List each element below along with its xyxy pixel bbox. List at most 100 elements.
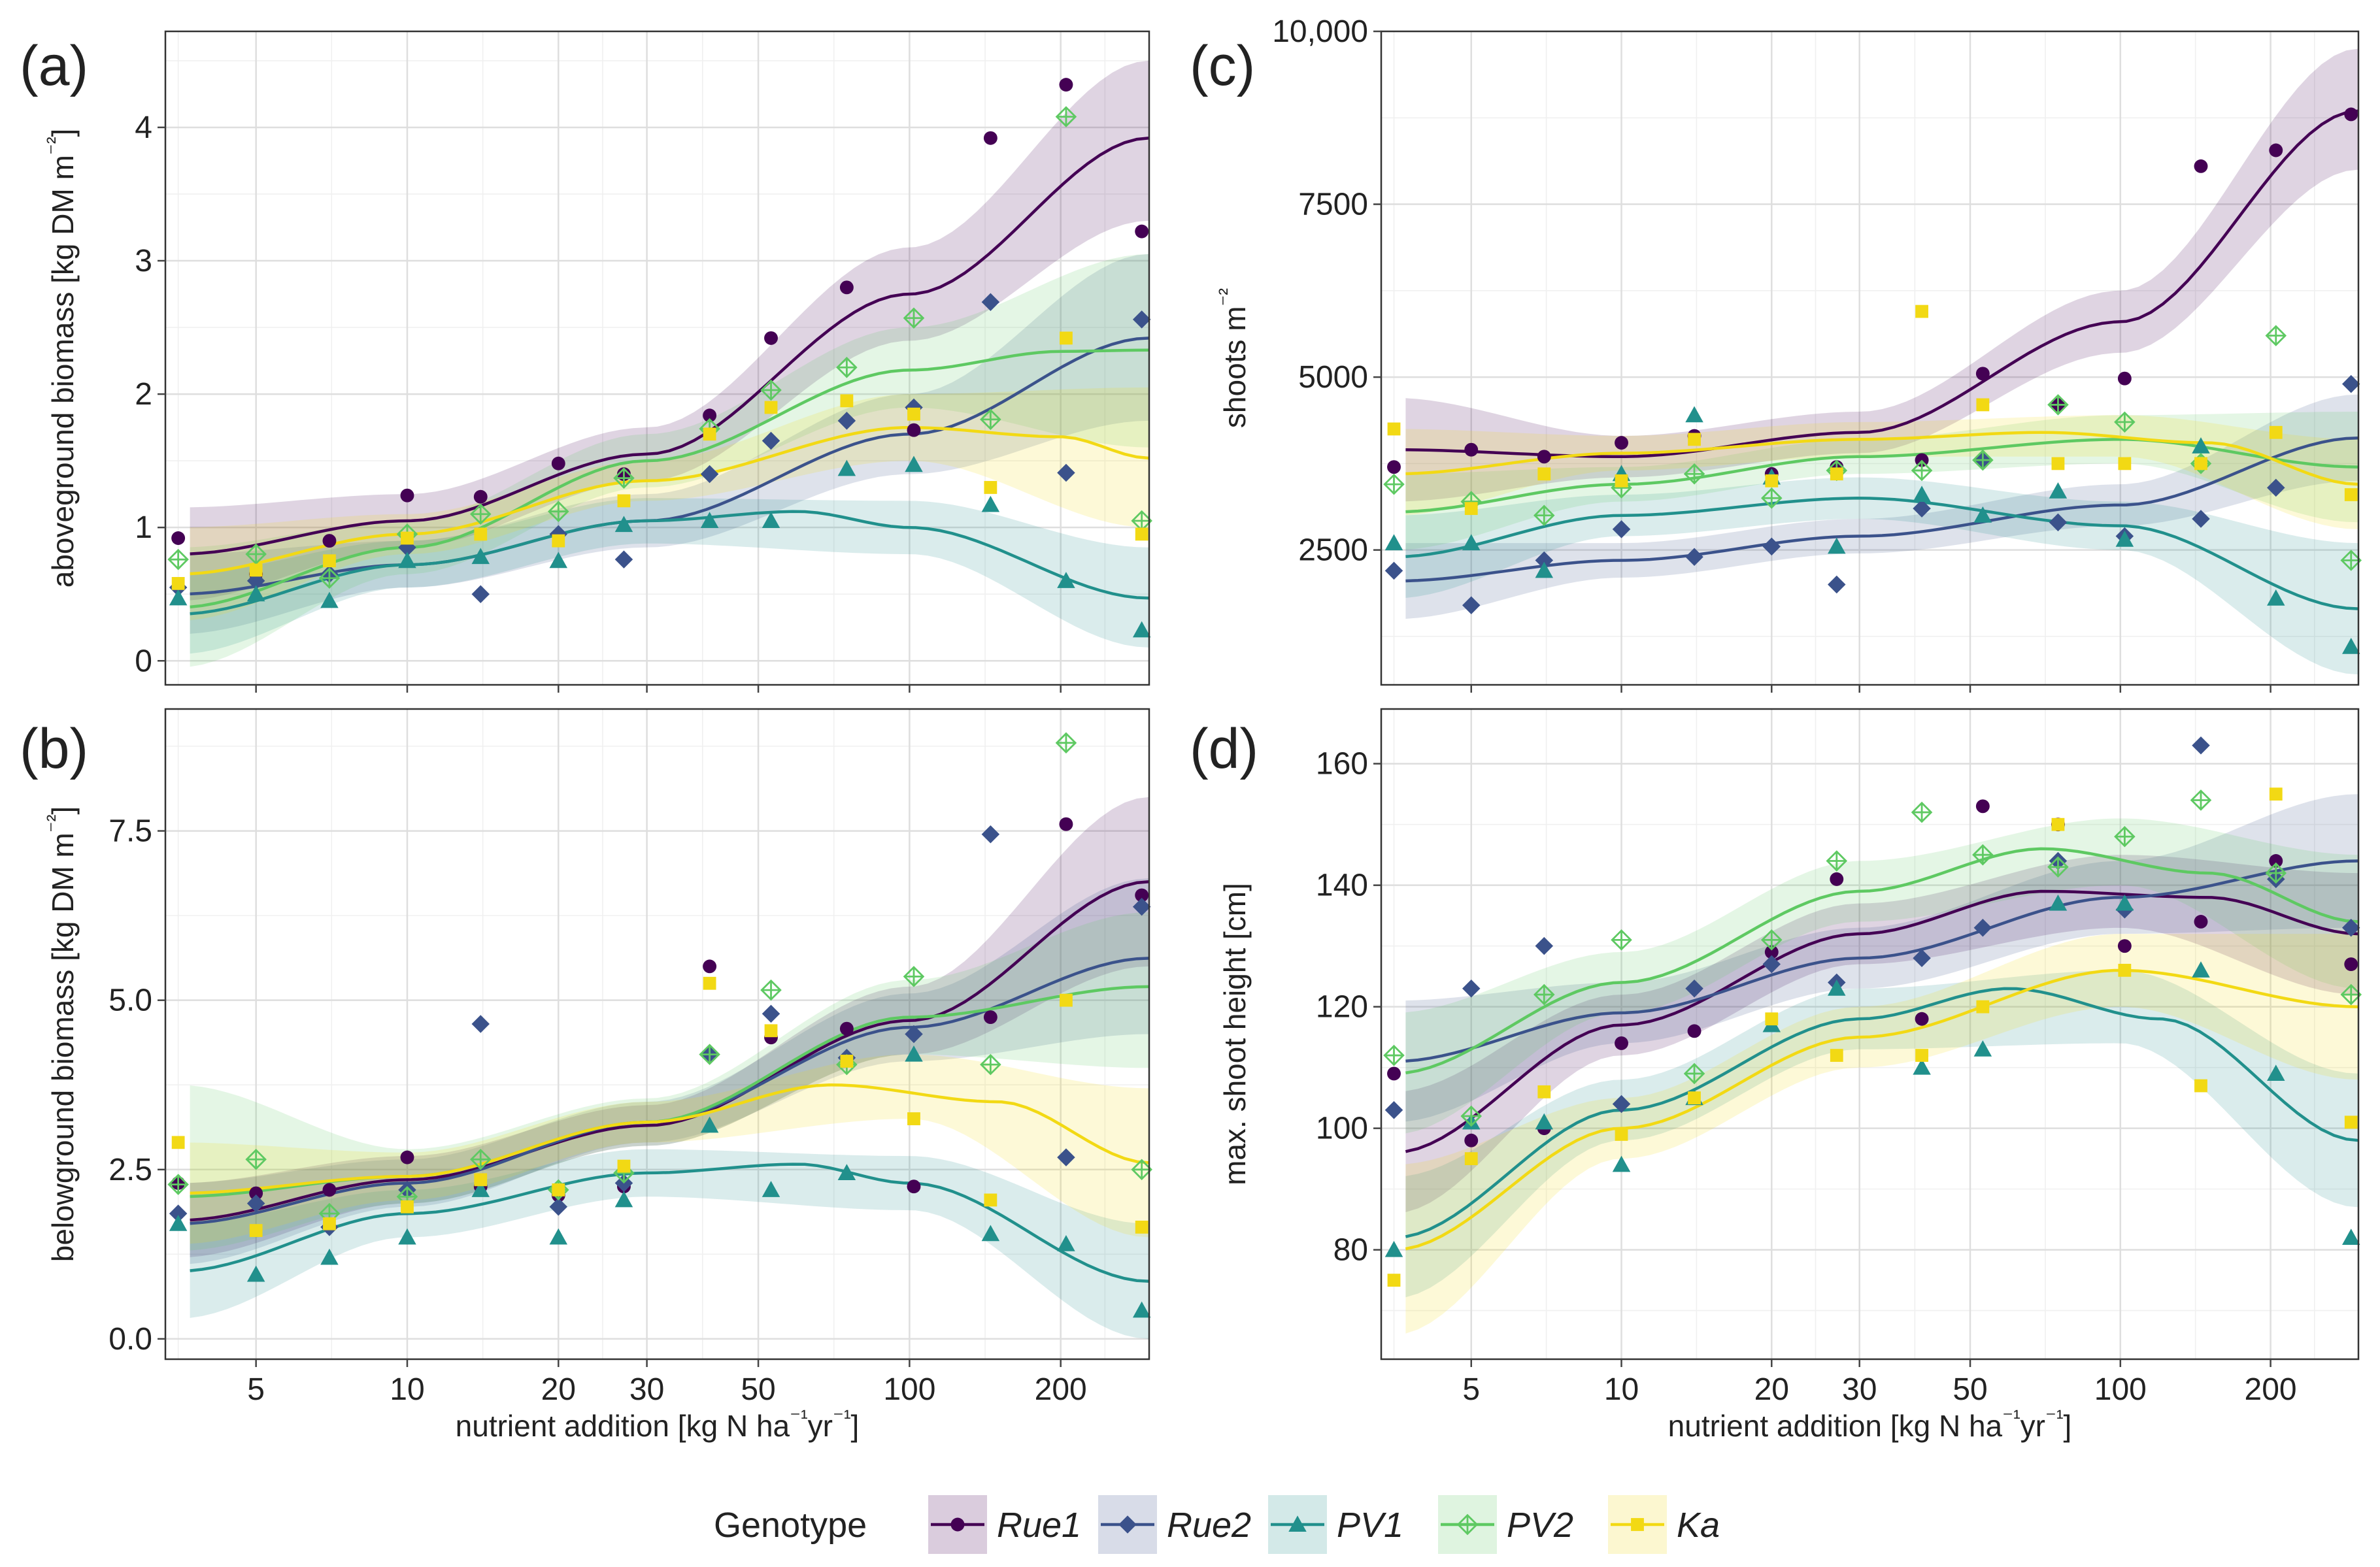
point-rue2	[1535, 936, 1554, 955]
point-ka	[1688, 1091, 1701, 1105]
point-rue1	[1915, 1012, 1929, 1026]
panel-label: (d)	[1190, 718, 1258, 780]
point-ka	[1135, 1220, 1148, 1234]
legend-marker	[1631, 1518, 1644, 1531]
point-ka	[1537, 1085, 1551, 1098]
point-pv1	[614, 516, 633, 533]
point-rue1	[1135, 888, 1149, 902]
point-pv2	[1761, 929, 1783, 951]
y-axis-title: shoots m⁻²	[1215, 288, 1252, 429]
band-rue1	[190, 60, 1150, 601]
legend-marker	[1456, 1513, 1479, 1536]
point-pv1	[2115, 894, 2134, 911]
point-pv1	[1057, 572, 1075, 588]
point-ka	[1387, 422, 1401, 436]
panel-border	[164, 30, 1150, 686]
point-pv1	[981, 495, 1000, 512]
panel-label: (a)	[20, 35, 88, 97]
point-pv2	[469, 1148, 492, 1170]
legend-item-pv1: PV1	[1268, 1495, 1403, 1554]
point-pv1	[549, 552, 568, 569]
x-tick-label: 30	[1842, 1372, 1877, 1407]
y-tick-label: 10,000	[1272, 14, 1368, 49]
point-pv2	[167, 548, 189, 570]
point-ka	[1688, 433, 1701, 446]
point-rue2	[1828, 575, 1846, 594]
point-rue2	[169, 1204, 188, 1223]
band-rue1	[1405, 855, 2358, 1212]
point-rue2	[2192, 510, 2210, 528]
point-pv2	[548, 501, 569, 522]
panel-c: 2500 5000 7500 10,000 shoots m⁻² (c)	[1190, 14, 2362, 693]
x-tick-label: 200	[1035, 1372, 1087, 1407]
point-ka	[1915, 1049, 1928, 1062]
point-rue1	[2344, 107, 2358, 122]
point-pv1	[169, 589, 188, 606]
point-rue2	[2192, 736, 2210, 755]
y-axis: 2500 5000 7500 10,000	[1272, 14, 1381, 568]
y-tick-label: 2	[135, 377, 152, 412]
point-rue1	[171, 531, 186, 545]
point-pv1	[1973, 506, 1992, 523]
fit-lines	[190, 137, 1150, 616]
point-rue1	[983, 131, 997, 145]
point-rue1	[1537, 450, 1551, 464]
y-tick-label: 100	[1316, 1112, 1368, 1146]
y-tick-label: 0.0	[109, 1322, 152, 1357]
x-axis	[255, 685, 1062, 693]
gridlines	[165, 709, 1149, 1359]
y-axis-title: aboveground biomass [kg DM m⁻²]	[42, 129, 80, 588]
legend-item-rue1: Rue1	[928, 1495, 1081, 1554]
y-tick-label: 2.5	[109, 1153, 152, 1187]
point-pv1	[398, 552, 416, 569]
confidence-bands	[1405, 48, 2358, 675]
fit-line-pv2	[190, 348, 1150, 609]
point-pv2	[1383, 1044, 1405, 1066]
point-pv2	[903, 966, 925, 987]
point-pv2	[1534, 983, 1555, 1006]
x-tick-label: 100	[2094, 1372, 2147, 1407]
point-ka	[2269, 787, 2283, 801]
point-ka	[2344, 488, 2358, 501]
legend: Genotype Rue1 Rue2 PV1 PV2 Ka	[714, 1495, 1720, 1554]
panel-border	[1380, 708, 2360, 1361]
point-pv2	[1055, 732, 1077, 754]
point-rue2	[1685, 548, 1703, 566]
x-tick-label: 100	[883, 1372, 935, 1407]
band-pv2	[1405, 818, 2358, 1134]
point-rue1	[1830, 872, 1844, 886]
fit-line-rue2	[1405, 859, 2359, 1063]
point-rue2	[1913, 949, 1931, 968]
point-ka	[2269, 425, 2283, 439]
point-rue2	[700, 465, 719, 484]
point-rue2	[246, 1194, 265, 1213]
point-rue2	[1462, 596, 1481, 615]
point-ka	[1976, 398, 1990, 412]
point-ka	[617, 1159, 631, 1173]
point-rue1	[1615, 1036, 1628, 1050]
y-tick-label: 5.0	[109, 983, 152, 1018]
point-pv1	[471, 1181, 490, 1197]
point-pv2	[2340, 983, 2362, 1006]
point-pv2	[2114, 411, 2136, 433]
point-ka	[1537, 467, 1551, 481]
point-rue1	[2117, 939, 2132, 953]
point-pv1	[762, 1181, 780, 1197]
point-pv2	[760, 979, 782, 1001]
point-pv1	[700, 512, 719, 528]
legend-label: Rue1	[997, 1506, 1081, 1545]
point-rue1	[983, 1010, 997, 1025]
point-rue2	[471, 585, 490, 603]
point-pv2	[1826, 850, 1848, 872]
point-pv1	[320, 591, 339, 608]
band-rue2	[190, 878, 1150, 1264]
point-rue2	[905, 1025, 923, 1044]
x-axis-title: nutrient addition [kg N ha⁻¹yr⁻¹]	[1668, 1406, 2072, 1443]
point-pv1	[1384, 1240, 1403, 1257]
point-ka	[840, 1055, 854, 1068]
point-pv1	[471, 548, 490, 565]
point-pv2	[2190, 789, 2212, 811]
x-tick-label: 50	[1953, 1372, 1987, 1407]
legend-item-rue2: Rue2	[1098, 1495, 1251, 1554]
point-ka	[474, 527, 488, 541]
